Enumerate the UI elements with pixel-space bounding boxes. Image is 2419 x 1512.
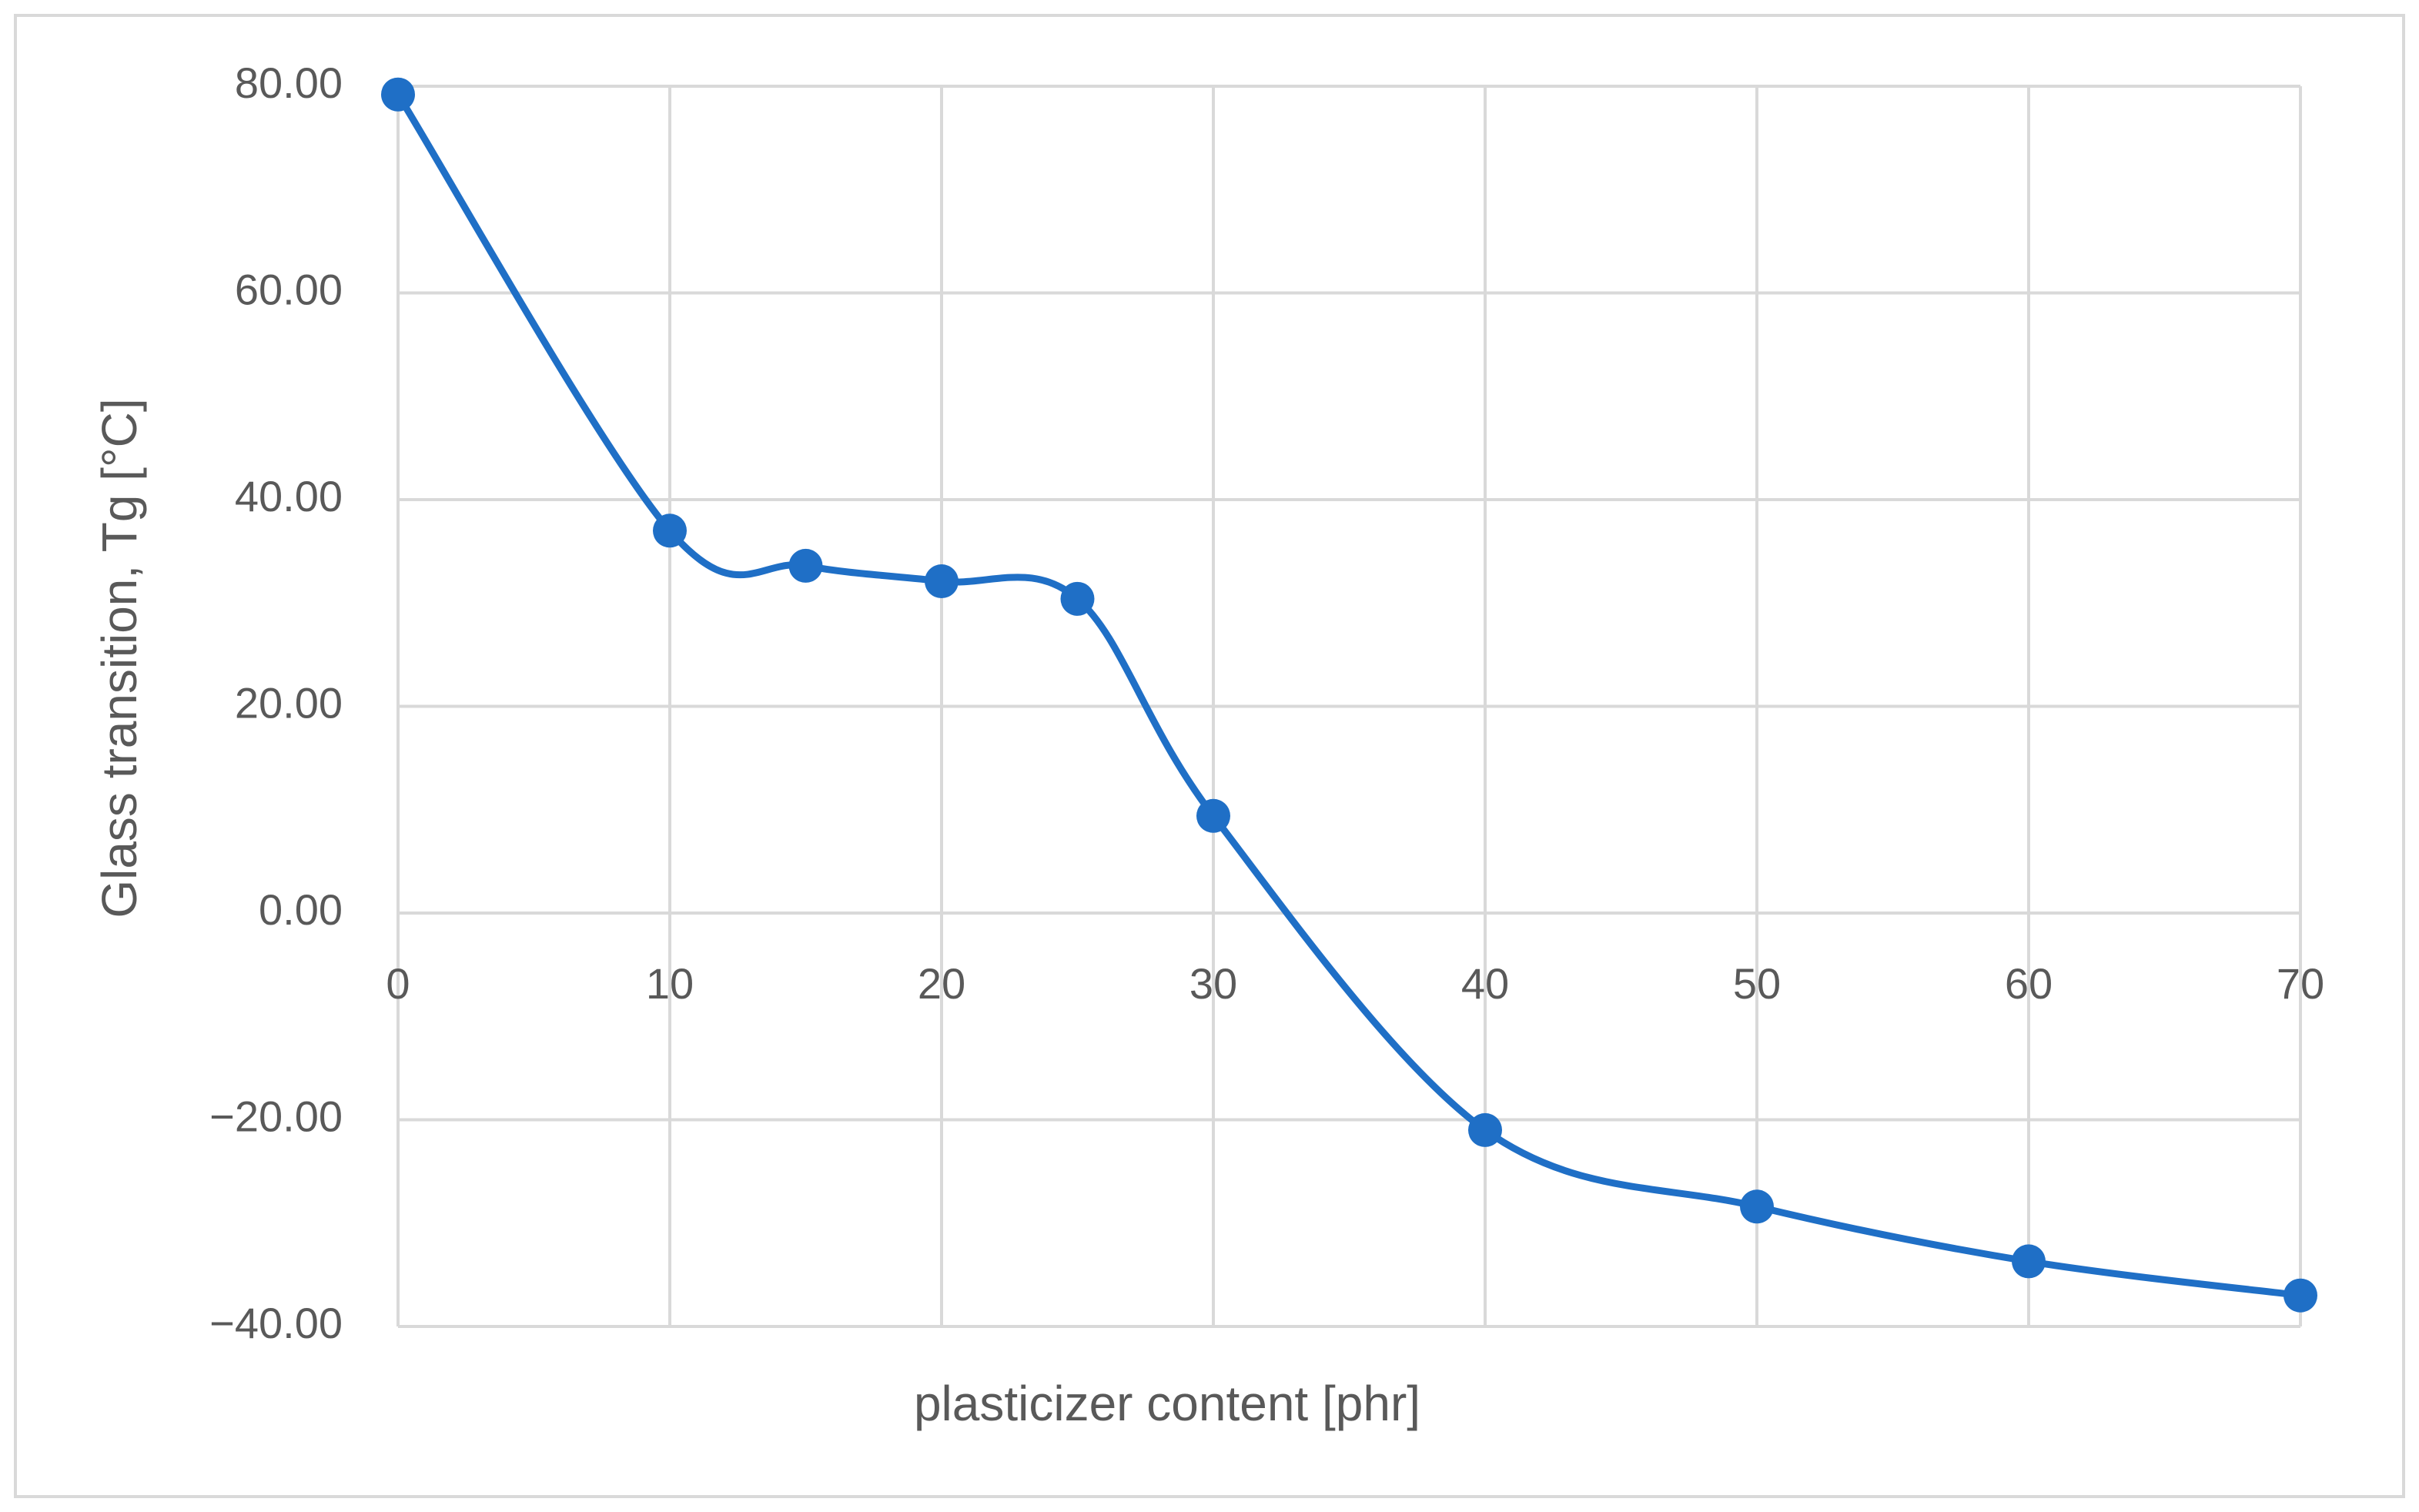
x-tick-label: 10 bbox=[646, 959, 694, 1008]
y-tick-label: 60.00 bbox=[235, 265, 343, 313]
y-tick-label: −20.00 bbox=[209, 1092, 343, 1140]
y-tick-label: 80.00 bbox=[235, 59, 343, 107]
y-tick-label: −40.00 bbox=[209, 1299, 343, 1347]
x-tick-label: 70 bbox=[2277, 959, 2324, 1008]
data-point bbox=[2283, 1278, 2317, 1313]
y-tick-label: 40.00 bbox=[235, 472, 343, 520]
data-line bbox=[395, 92, 2301, 1300]
data-point bbox=[2012, 1244, 2046, 1279]
chart-frame bbox=[14, 14, 2405, 1498]
x-tick-label: 60 bbox=[2005, 959, 2053, 1008]
data-point bbox=[1196, 798, 1230, 833]
x-tick-label: 20 bbox=[918, 959, 965, 1008]
data-point bbox=[1468, 1112, 1502, 1147]
x-tick-label: 40 bbox=[1461, 959, 1509, 1008]
data-point bbox=[788, 548, 823, 583]
y-axis-title: Glass transition, Tg [°C] bbox=[92, 398, 147, 918]
y-tick-label: 20.00 bbox=[235, 678, 343, 727]
data-point bbox=[381, 77, 415, 112]
y-tick-label: 0.00 bbox=[259, 885, 343, 934]
data-point bbox=[925, 564, 959, 599]
x-tick-label: 0 bbox=[386, 959, 410, 1008]
x-tick-label: 50 bbox=[1733, 959, 1781, 1008]
data-point bbox=[1060, 581, 1095, 616]
x-axis-title: plasticizer content [phr] bbox=[914, 1376, 1420, 1431]
data-point bbox=[653, 513, 687, 548]
x-tick-label: 30 bbox=[1189, 959, 1237, 1008]
data-point bbox=[1740, 1189, 1774, 1224]
